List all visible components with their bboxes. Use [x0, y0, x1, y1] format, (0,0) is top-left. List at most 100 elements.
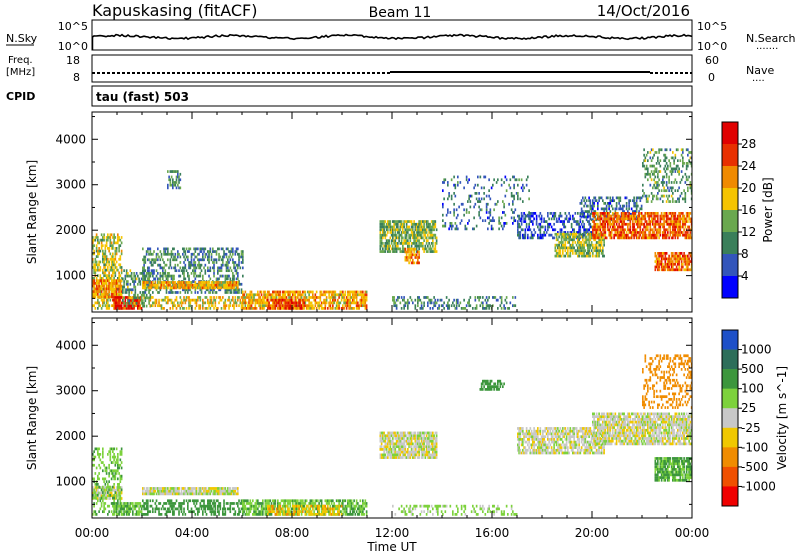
range-time-cell — [214, 298, 217, 302]
range-time-cell — [569, 231, 572, 234]
range-time-cell — [670, 231, 673, 234]
range-time-cell — [192, 283, 194, 287]
range-time-cell — [202, 258, 204, 262]
range-time-cell — [600, 243, 603, 247]
range-time-cell — [597, 252, 599, 255]
range-time-cell — [609, 220, 612, 223]
range-time-cell — [680, 252, 683, 255]
range-time-cell — [122, 291, 124, 294]
range-time-cell — [328, 304, 330, 308]
range-time-cell — [585, 210, 588, 213]
range-time-cell — [525, 178, 528, 182]
range-time-cell — [163, 252, 165, 256]
range-time-cell — [263, 293, 265, 297]
range-time-cell — [214, 283, 217, 287]
range-time-cell — [162, 266, 164, 270]
range-time-cell — [219, 274, 222, 278]
range-time-cell — [195, 266, 198, 270]
range-time-cell — [609, 202, 612, 205]
range-time-cell — [219, 269, 222, 273]
range-time-cell — [674, 257, 677, 261]
range-time-cell — [229, 266, 232, 270]
range-time-cell — [475, 192, 478, 195]
range-time-cell — [133, 280, 135, 283]
range-time-cell — [603, 207, 605, 211]
range-time-cell — [364, 307, 367, 310]
range-time-cell — [183, 286, 185, 290]
range-time-cell — [349, 307, 352, 310]
range-time-cell — [628, 199, 630, 203]
range-time-cell — [668, 257, 670, 261]
range-time-cell — [673, 268, 675, 272]
range-time-cell — [414, 236, 417, 240]
range-time-cell — [667, 197, 669, 201]
range-time-cell — [517, 183, 519, 187]
range-time-cell — [680, 257, 683, 261]
range-time-cell — [234, 252, 237, 256]
range-time-cell — [418, 250, 420, 254]
range-time-cell — [429, 307, 432, 310]
range-time-cell — [640, 236, 643, 240]
range-time-cell — [419, 222, 422, 226]
range-time-cell — [309, 290, 312, 294]
range-time-cell — [639, 222, 642, 226]
range-time-cell — [307, 290, 309, 294]
range-time-cell — [573, 235, 575, 239]
range-time-cell — [389, 244, 392, 248]
range-time-cell — [674, 214, 677, 218]
range-time-cell — [677, 225, 679, 229]
range-time-cell — [622, 222, 624, 226]
range-time-cell — [504, 307, 507, 310]
range-time-cell — [379, 225, 382, 229]
range-time-cell — [362, 296, 364, 299]
range-time-cell — [560, 235, 563, 239]
range-time-cell — [242, 304, 244, 308]
range-time-cell — [148, 252, 150, 256]
range-time-cell — [130, 288, 133, 292]
range-time-cell — [209, 283, 212, 287]
range-time-cell — [643, 153, 645, 157]
range-time-cell — [184, 258, 187, 262]
range-time-cell — [688, 217, 690, 221]
range-time-cell — [687, 254, 689, 258]
range-time-cell — [659, 148, 662, 152]
range-time-cell — [628, 231, 630, 234]
range-time-cell — [364, 293, 367, 297]
range-time-cell — [128, 291, 130, 294]
range-time-cell — [237, 247, 239, 251]
range-time-cell — [294, 293, 297, 297]
range-time-cell — [663, 189, 665, 193]
range-time-cell — [530, 214, 533, 218]
range-time-cell — [268, 301, 270, 305]
range-time-cell — [497, 200, 499, 203]
range-time-cell — [353, 307, 355, 310]
range-time-cell — [155, 258, 158, 262]
range-time-cell — [210, 296, 213, 299]
range-time-cell — [669, 260, 672, 263]
range-time-cell — [405, 256, 408, 259]
range-time-cell — [663, 228, 665, 232]
range-time-cell — [612, 207, 614, 211]
range-time-cell — [142, 286, 144, 290]
range-time-cell — [594, 233, 597, 237]
range-time-cell — [199, 298, 202, 302]
range-time-cell — [114, 307, 117, 310]
range-time-cell — [242, 261, 244, 264]
range-time-cell — [160, 266, 163, 270]
range-time-cell — [500, 178, 503, 182]
range-time-cell — [177, 172, 179, 176]
range-time-cell — [620, 233, 623, 237]
range-time-cell — [513, 211, 515, 214]
range-time-cell — [110, 266, 113, 269]
range-time-cell — [137, 274, 139, 278]
range-time-cell — [675, 225, 678, 229]
range-time-cell — [103, 238, 105, 242]
range-time-cell — [170, 175, 173, 179]
range-time-cell — [198, 261, 200, 264]
range-time-cell — [414, 242, 417, 245]
range-time-cell — [587, 228, 589, 232]
range-time-cell — [144, 283, 147, 287]
range-time-cell — [380, 233, 383, 237]
range-time-cell — [159, 277, 162, 281]
range-time-cell — [659, 214, 662, 218]
